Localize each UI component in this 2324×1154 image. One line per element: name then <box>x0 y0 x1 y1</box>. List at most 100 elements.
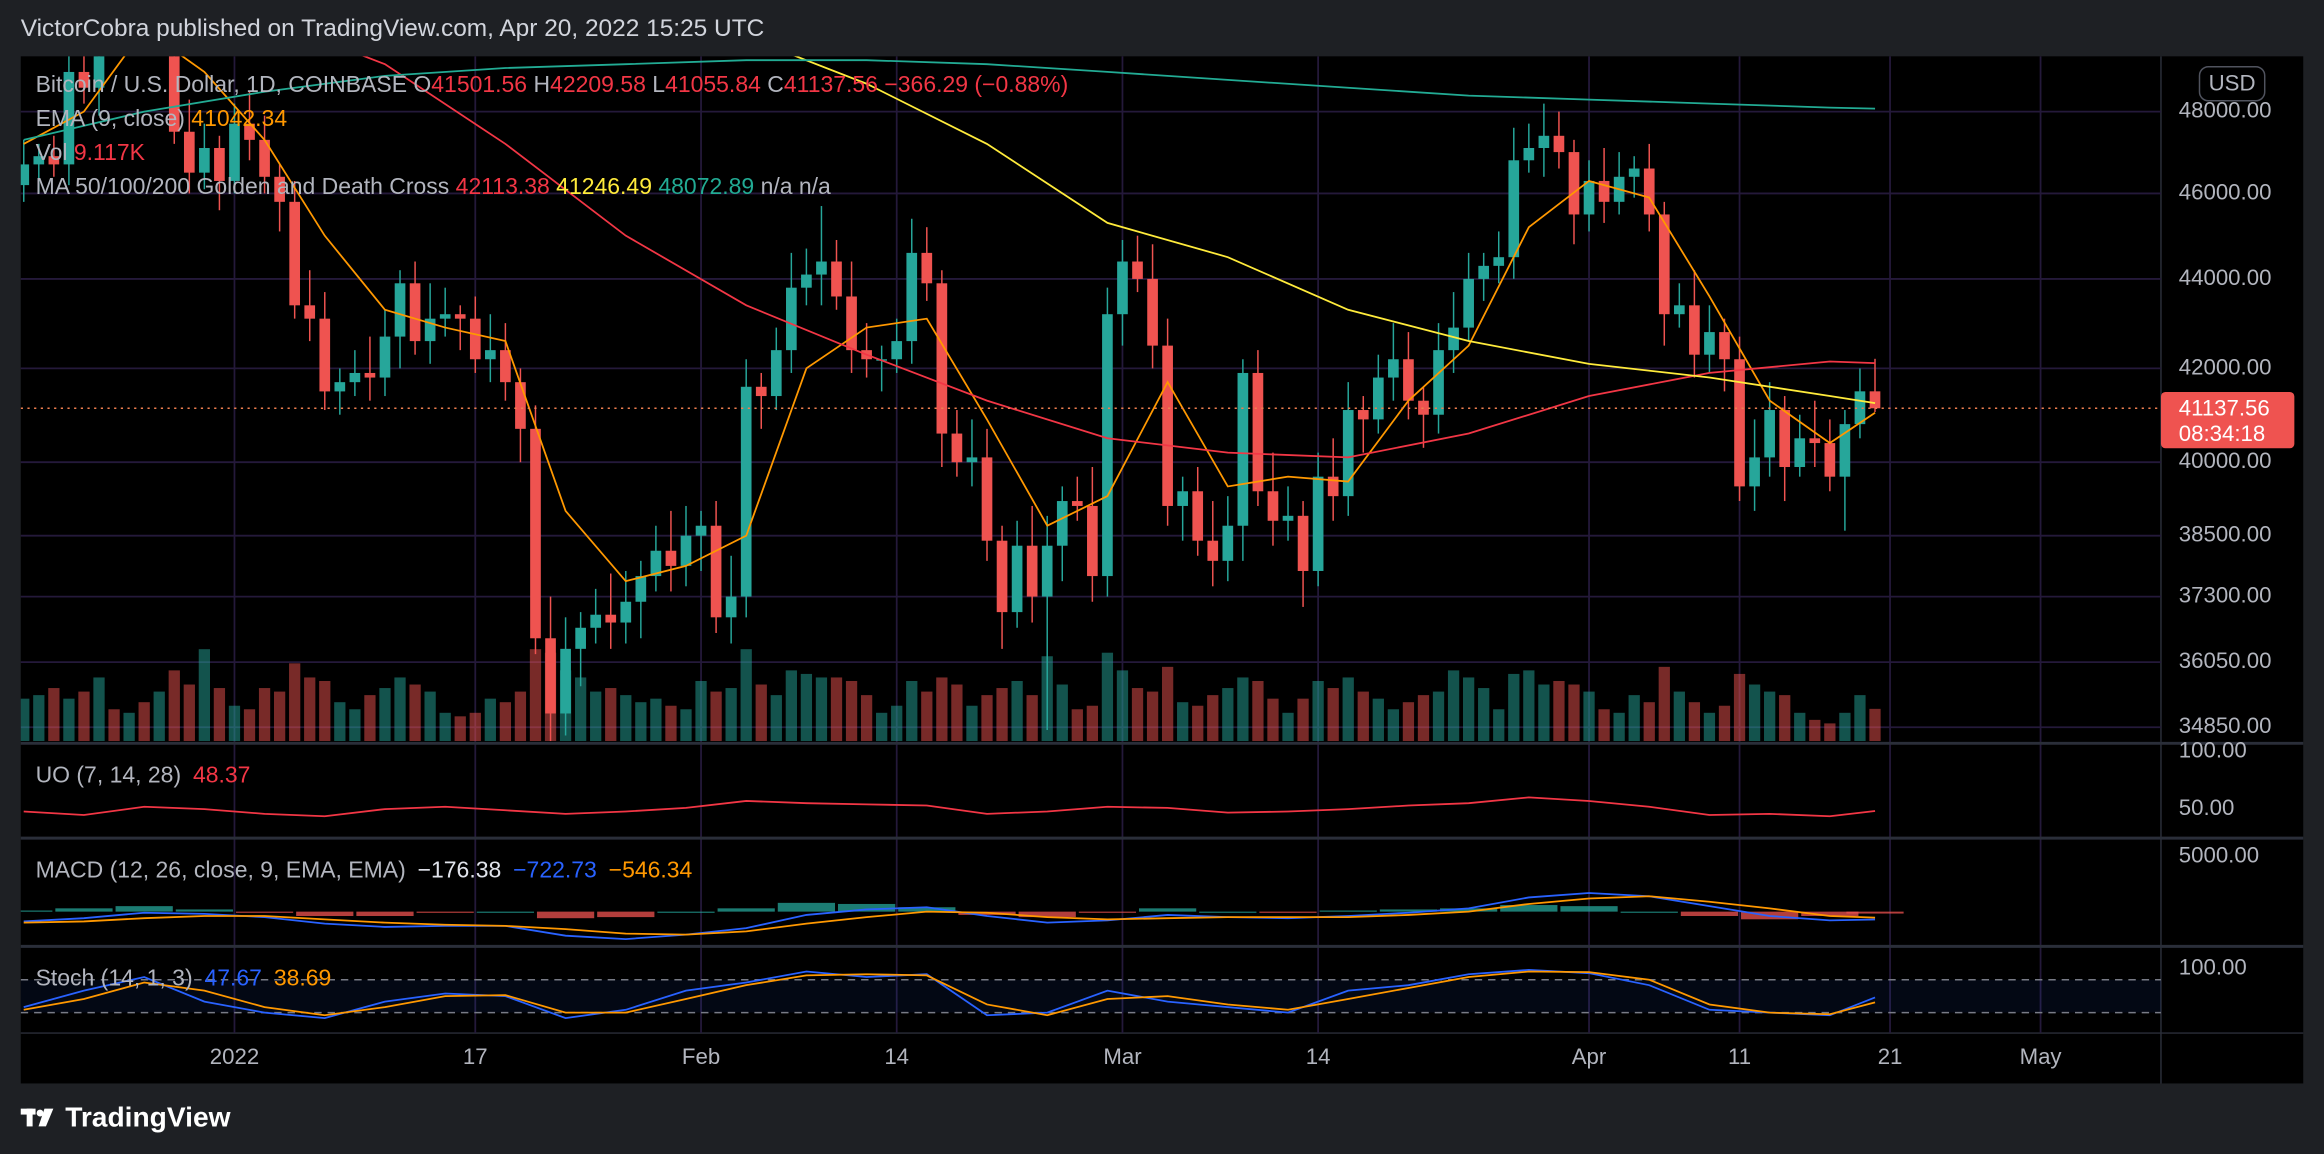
macd-histogram-bar <box>175 909 233 912</box>
volume-bar <box>1026 695 1038 742</box>
volume-bar <box>469 712 481 742</box>
volume-bar <box>1598 709 1610 742</box>
candle-body <box>801 274 812 288</box>
macd-histogram-bar <box>657 911 715 913</box>
volume-bar <box>1854 695 1866 742</box>
ma-legend: MA 50/100/200 Golden and Death Cross 421… <box>36 173 831 199</box>
macd-histogram-bar <box>1846 911 1904 914</box>
candle-body <box>469 318 481 360</box>
candle-body <box>966 457 978 463</box>
candle-body <box>1553 135 1565 153</box>
macd-histogram-bar <box>1138 908 1197 912</box>
candle-body <box>1207 540 1219 561</box>
ohlc-value: 41137.56 <box>784 71 878 97</box>
volume-bar <box>1372 698 1384 742</box>
volume-bar <box>1493 709 1505 742</box>
volume-bar <box>319 680 331 742</box>
pane-name: UO (7, 14, 28) <box>36 762 182 788</box>
candle-body <box>364 372 376 378</box>
volume-bar <box>815 677 828 742</box>
volume-bar <box>1282 712 1294 742</box>
candle-body <box>319 318 331 392</box>
volume-bar <box>213 688 226 742</box>
volume-bar <box>1673 691 1685 742</box>
macd-histogram-bar <box>1259 911 1317 913</box>
pane-value: 47.67 <box>204 965 261 991</box>
candle-body <box>1267 491 1279 521</box>
candle-body <box>1568 152 1580 215</box>
overlay-line <box>23 59 1876 141</box>
candle-body <box>1147 278 1158 346</box>
indicator-line <box>23 970 1876 1017</box>
volume-bar <box>906 680 918 742</box>
candle-body <box>1237 372 1249 526</box>
volume-bar <box>1733 673 1746 742</box>
candle-body <box>274 176 285 202</box>
ma-value: 42113.38 <box>456 173 550 199</box>
last-price-box <box>2160 391 2295 449</box>
volume-bar <box>845 680 858 742</box>
candle-body <box>891 341 903 360</box>
candle-body <box>1403 359 1414 401</box>
price-layer <box>20 56 2161 742</box>
macd-histogram-bar <box>1620 911 1678 913</box>
volume-bar <box>1342 677 1354 742</box>
candle-body <box>454 314 466 319</box>
volume-bar <box>860 695 873 742</box>
candle-body <box>229 123 240 181</box>
candle-body <box>1102 314 1113 577</box>
pane-tick-label: 100.00 <box>2179 955 2247 980</box>
volume-bar <box>1643 702 1655 742</box>
candle-body <box>1689 305 1700 355</box>
currency-button[interactable] <box>2198 65 2266 102</box>
volume-bar <box>1297 698 1309 742</box>
volume-bar <box>1417 695 1430 742</box>
candle-body <box>214 148 225 181</box>
volume-bar <box>78 691 90 742</box>
volume-bar <box>1869 708 1881 742</box>
volume-bar <box>1312 680 1324 742</box>
volume-bar <box>1764 691 1776 742</box>
candle-body <box>575 627 586 649</box>
candle-body <box>816 261 827 275</box>
volume-bar <box>1538 684 1550 742</box>
candle-body <box>710 525 722 618</box>
volume-bar <box>138 702 150 742</box>
candle-body <box>1493 257 1505 266</box>
macd-histogram-bar <box>1199 911 1257 913</box>
y-tick-label: 38500.00 <box>2179 522 2272 547</box>
candle-body <box>1026 545 1038 597</box>
volume-bar <box>921 691 933 742</box>
volume-bar <box>710 691 722 742</box>
volume-bar <box>33 695 45 742</box>
pane-tick-label: 50.00 <box>2179 795 2235 820</box>
candle-body <box>921 252 933 284</box>
volume-bar <box>1688 702 1701 742</box>
volume-bar <box>1478 688 1490 742</box>
volume-bar <box>665 705 677 742</box>
volume-bar <box>334 702 346 742</box>
candle-body <box>394 283 406 337</box>
volume-bar <box>830 677 843 742</box>
volume-bar <box>755 684 767 742</box>
candle-body <box>1824 443 1836 477</box>
volume-bar <box>785 670 797 742</box>
candle-body <box>78 71 90 88</box>
candle-body <box>1312 476 1324 571</box>
symbol: Bitcoin / U.S. Dollar, 1D, COINBASE <box>36 71 407 97</box>
overlay-line <box>23 56 1876 583</box>
candle-body <box>846 296 857 351</box>
ohlc-label: L <box>652 71 665 97</box>
candle-body <box>1809 438 1821 444</box>
volume-bar <box>349 709 361 742</box>
candle-body <box>680 535 692 566</box>
volume-bar <box>183 684 195 742</box>
volume-bar <box>529 649 542 742</box>
x-tick-label: 2022 <box>210 1044 259 1069</box>
volume-bar <box>891 705 903 742</box>
candle-body <box>1087 505 1098 577</box>
volume-bar <box>273 691 286 742</box>
pane-legend: Stoch (14, 1, 3) 47.67 38.69 <box>36 965 332 991</box>
candle-body <box>48 156 60 165</box>
currency[interactable]: USD <box>2209 70 2256 95</box>
